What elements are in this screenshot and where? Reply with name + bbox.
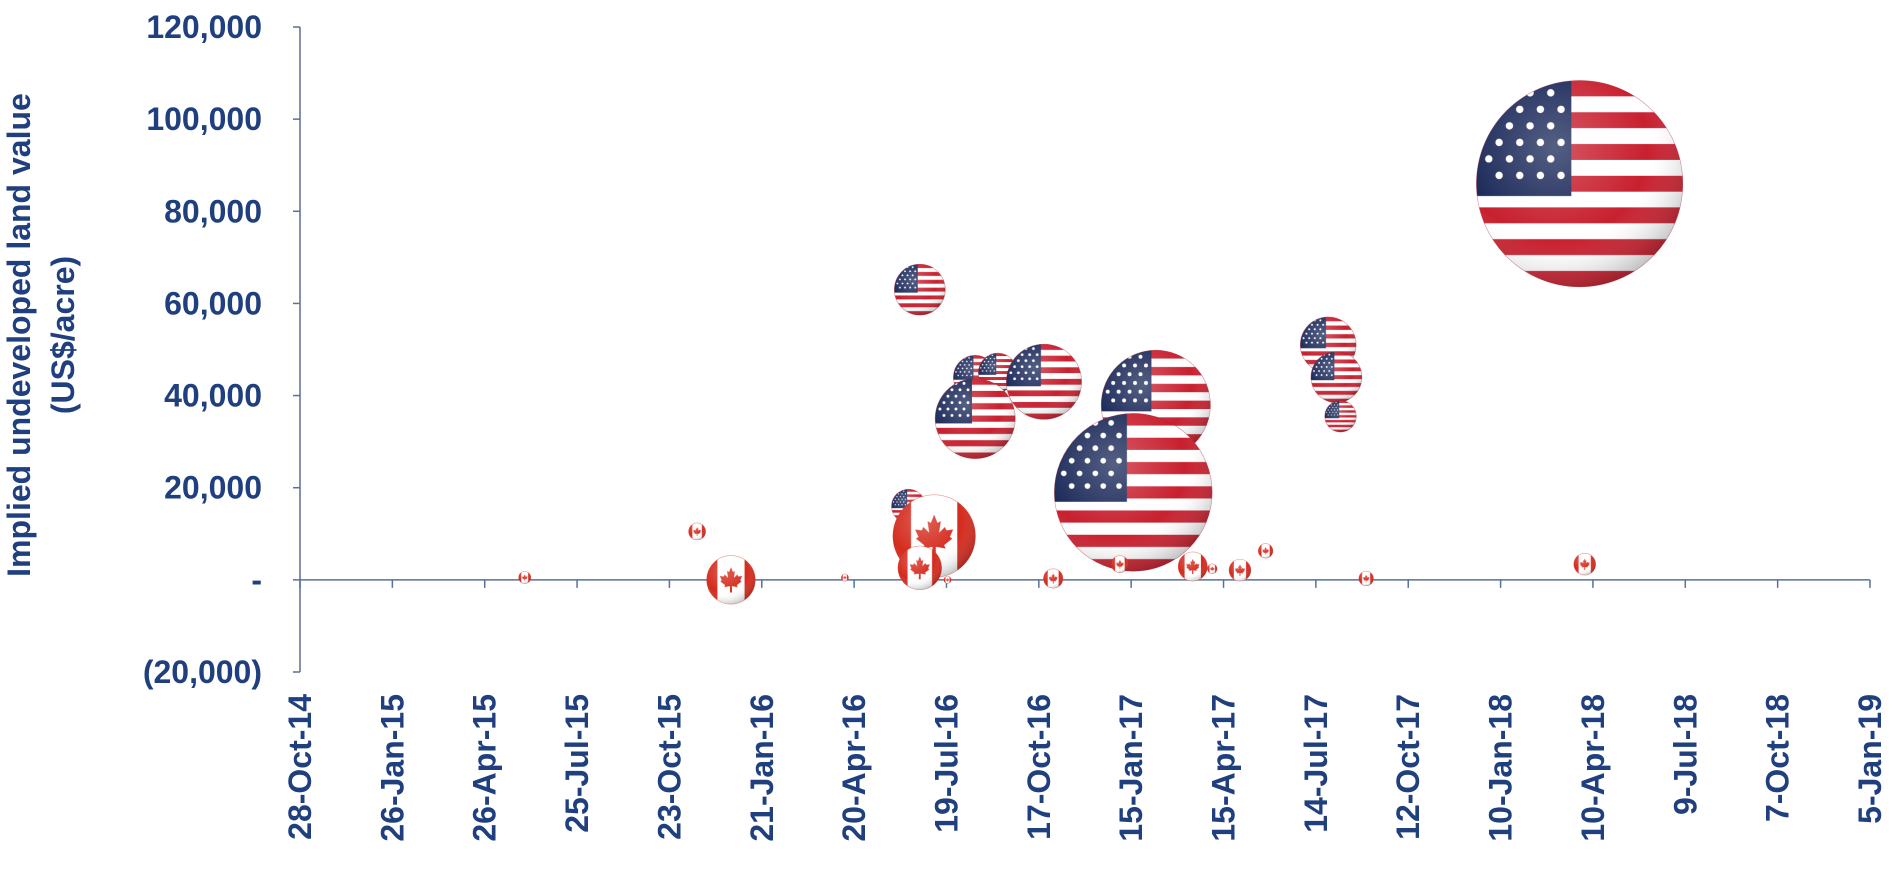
- bubble: [1573, 552, 1596, 576]
- y-tick-label: 80,000: [164, 193, 262, 229]
- bubble: [934, 378, 1016, 459]
- bubble: [688, 522, 706, 541]
- bubble: [1043, 568, 1064, 589]
- x-tick-label: 21-Jan-16: [744, 694, 780, 842]
- x-tick-label: 25-Jul-15: [559, 694, 595, 833]
- bubble: [840, 573, 849, 582]
- x-tick-label: 17-Oct-16: [1021, 694, 1057, 840]
- x-tick-label: 10-Jan-18: [1483, 694, 1519, 842]
- x-tick-label: 15-Apr-17: [1206, 694, 1242, 842]
- x-tick-label: 12-Oct-17: [1390, 694, 1426, 840]
- x-tick-label: 26-Jan-15: [374, 694, 410, 842]
- y-axis-label: Implied undeveloped land value: [1, 93, 37, 577]
- bubble: [1476, 80, 1684, 288]
- bubble: [1324, 400, 1357, 433]
- bubble: [1207, 563, 1218, 574]
- bubble: [943, 575, 952, 584]
- bubble: [1111, 555, 1129, 573]
- bubble: [1228, 558, 1252, 582]
- bubble: [1177, 551, 1208, 582]
- bubble: [1258, 543, 1274, 559]
- x-tick-label: 7-Oct-18: [1760, 694, 1796, 822]
- x-tick-label: 10-Apr-18: [1575, 694, 1611, 842]
- bubble: [893, 263, 946, 316]
- y-tick-label: 60,000: [164, 285, 262, 321]
- x-tick-label: 9-Jul-18: [1667, 694, 1703, 815]
- x-tick-label: 23-Oct-15: [651, 694, 687, 840]
- y-tick-label: 120,000: [146, 9, 262, 45]
- x-tick-label: 28-Oct-14: [282, 694, 318, 840]
- bubble: [897, 545, 942, 591]
- bubble: [1006, 343, 1082, 420]
- x-tick-label: 20-Apr-16: [836, 694, 872, 842]
- x-tick-label: 14-Jul-17: [1298, 694, 1334, 833]
- bubble: [1358, 570, 1374, 587]
- x-tick-label: 19-Jul-16: [928, 694, 964, 833]
- bubble: [1310, 351, 1363, 403]
- x-tick-label: 26-Apr-15: [467, 694, 503, 842]
- y-tick-label: -: [251, 562, 262, 598]
- y-tick-label: 20,000: [164, 470, 262, 506]
- bubble: [1054, 413, 1213, 572]
- bubble: [518, 571, 532, 584]
- y-axis-label: (US$/acre): [45, 256, 81, 414]
- x-tick-label: 5-Jan-19: [1852, 694, 1888, 824]
- x-tick-label: 15-Jan-17: [1113, 694, 1149, 842]
- y-tick-label: 100,000: [146, 101, 262, 137]
- y-tick-label: (20,000): [143, 654, 262, 690]
- y-tick-label: 40,000: [164, 378, 262, 414]
- bubble: [706, 555, 756, 605]
